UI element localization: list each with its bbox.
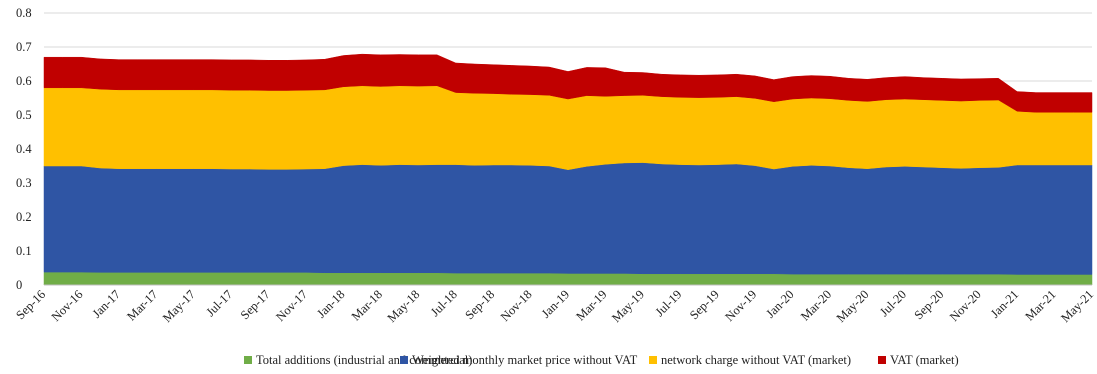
x-tick-label: Nov-20 <box>947 287 984 324</box>
x-tick-label: Jul-19 <box>652 287 684 319</box>
x-tick-label: Jul-17 <box>203 287 235 319</box>
x-tick-label: Mar-21 <box>1022 287 1058 323</box>
y-tick-label: 0.4 <box>16 142 32 156</box>
x-tick-label: May-20 <box>834 287 872 325</box>
legend-swatch <box>400 356 408 364</box>
x-tick-label: Sep-19 <box>687 287 722 322</box>
x-tick-label: May-21 <box>1058 287 1096 325</box>
x-tick-label: Nov-17 <box>273 287 310 324</box>
x-tick-label: Jan-21 <box>988 287 1021 320</box>
x-tick-label: Sep-17 <box>238 287 273 322</box>
legend-swatch <box>244 356 252 364</box>
x-tick-label: Jan-17 <box>90 287 123 320</box>
x-tick-label: May-17 <box>160 287 198 325</box>
legend-swatch <box>649 356 657 364</box>
x-tick-label: Jan-20 <box>763 287 796 320</box>
x-tick-label: Nov-16 <box>49 287 86 324</box>
x-tick-label: Nov-19 <box>722 287 759 324</box>
legend-label: network charge without VAT (market) <box>661 353 851 367</box>
x-tick-label: Jan-18 <box>314 287 347 320</box>
y-tick-label: 0.8 <box>16 6 32 20</box>
x-tick-label: Mar-18 <box>349 287 385 323</box>
y-tick-label: 0.7 <box>16 40 32 54</box>
legend-swatch <box>878 356 886 364</box>
legend: Total additions (industrial and commerci… <box>244 353 959 367</box>
x-tick-label: Mar-17 <box>124 287 160 323</box>
x-axis: Sep-16 Nov-16 Jan-17 Mar-17 May-17 Jul-17 Sep-… <box>13 284 1096 325</box>
area-series-group <box>43 53 1093 286</box>
y-tick-label: 0.6 <box>16 74 32 88</box>
legend-label: Weighted monthly market price without VA… <box>412 353 638 367</box>
legend-label: Total additions (industrial and commerci… <box>256 353 472 367</box>
y-tick-label: 0 <box>16 278 22 292</box>
x-tick-label: Mar-19 <box>573 287 609 323</box>
y-tick-label: 0.2 <box>16 210 32 224</box>
y-tick-label: 0.5 <box>16 108 32 122</box>
area-series-4 <box>43 53 1093 113</box>
legend-label: VAT (market) <box>890 353 959 367</box>
x-tick-label: Jan-19 <box>539 287 572 320</box>
x-tick-label: Nov-18 <box>498 287 535 324</box>
x-tick-label: May-18 <box>385 287 423 325</box>
y-axis: 0 0.1 0.2 0.3 0.4 0.5 0.6 0.7 0.8 <box>16 6 32 292</box>
x-tick-label: Jul-18 <box>428 287 460 319</box>
x-tick-label: Sep-16 <box>13 287 48 322</box>
x-tick-label: Mar-20 <box>798 287 834 323</box>
x-tick-label: Sep-20 <box>911 287 946 322</box>
y-tick-label: 0.1 <box>16 244 32 258</box>
x-tick-label: Sep-18 <box>462 287 497 322</box>
x-tick-label: Jul-20 <box>877 287 909 319</box>
x-tick-label: May-19 <box>609 287 647 325</box>
y-tick-label: 0.3 <box>16 176 32 190</box>
area-series-2 <box>43 162 1093 275</box>
